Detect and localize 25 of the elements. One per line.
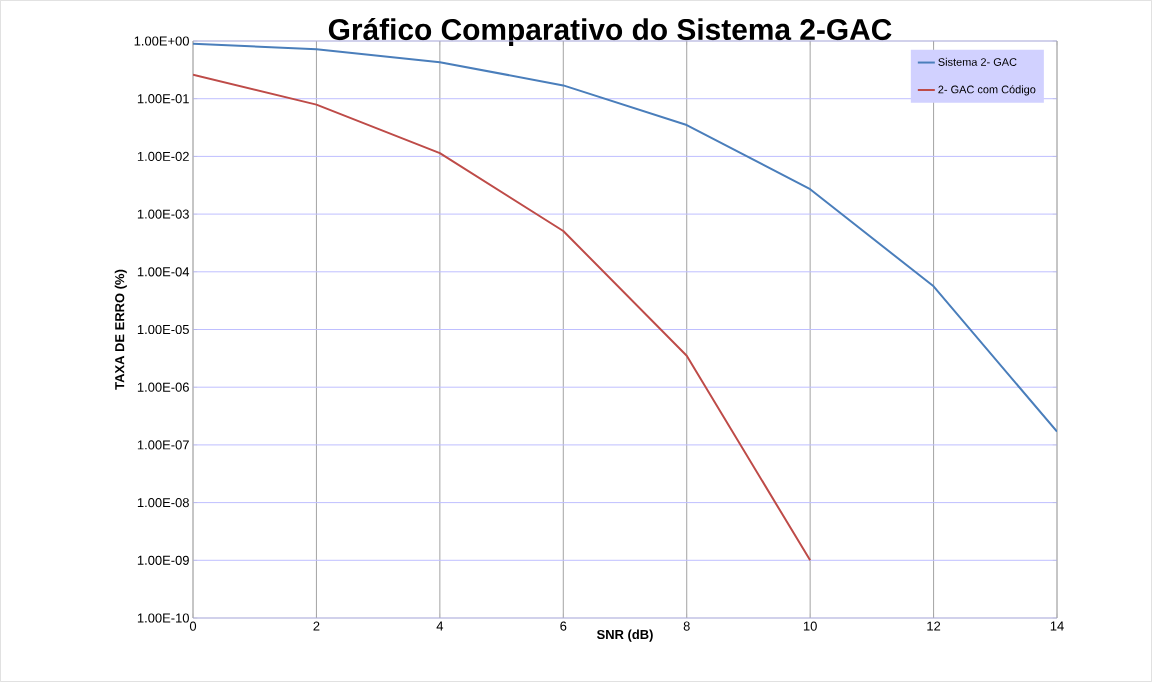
y-tick-label: 1.00E-07 <box>137 440 189 450</box>
x-tick-label: 8 <box>683 621 690 631</box>
x-tick-label: 0 <box>189 621 197 631</box>
x-tick-label: 6 <box>560 621 567 631</box>
y-tick-label: 1.00E-04 <box>137 267 190 277</box>
x-axis-title: SNR (dB) <box>596 629 653 642</box>
y-tick-label: 1.00E+00 <box>134 36 189 46</box>
y-tick-label: 1.00E-09 <box>137 555 189 565</box>
x-tick-label: 4 <box>436 621 444 631</box>
x-tick-label: 12 <box>927 621 941 631</box>
line-series <box>193 73 812 562</box>
y-tick-label: 1.00E-08 <box>137 498 189 508</box>
x-tick-label: 2 <box>313 621 320 631</box>
y-tick-label: 1.00E-06 <box>137 382 189 392</box>
y-tick-label: 1.00E-05 <box>137 324 189 335</box>
chart-title: Gráfico Comparativo do Sistema 2-GAC <box>328 17 892 47</box>
y-axis-title: TAXA DE ERRO (%) <box>114 269 127 390</box>
x-tick-label: 14 <box>1050 621 1064 631</box>
y-tick-label: 1.00E-01 <box>137 94 189 104</box>
legend-label: Sistema 2- GAC <box>938 57 1017 66</box>
legend-label: 2- GAC com Código <box>938 85 1036 96</box>
y-tick-label: 1.00E-02 <box>137 151 189 161</box>
x-tick-label: 10 <box>803 621 817 631</box>
y-tick-label: 1.00E-10 <box>137 613 189 623</box>
y-tick-label: 1.00E-03 <box>137 209 189 219</box>
